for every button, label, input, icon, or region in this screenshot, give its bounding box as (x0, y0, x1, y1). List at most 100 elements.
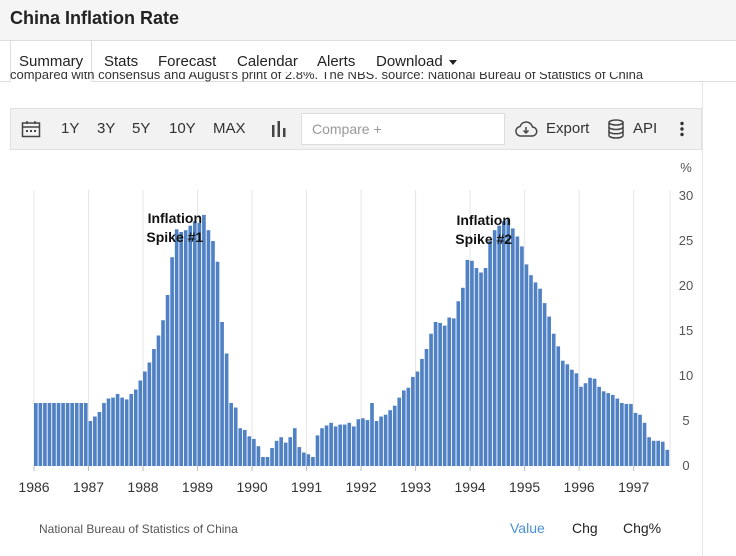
cloud-download-icon[interactable] (514, 109, 538, 149)
bar-39 (211, 241, 215, 466)
bar-90 (442, 325, 447, 466)
api-button[interactable]: API (633, 120, 658, 137)
bar-21 (129, 394, 134, 466)
range-5y[interactable]: 5Y (132, 120, 151, 137)
chart-area: 0 5 10 15 20 25 30 1986 1987 1988 1989 1990 1991 199… (10, 150, 702, 550)
bar-71 (356, 419, 361, 466)
range-10y[interactable]: 10Y (169, 120, 196, 137)
bar-63 (320, 428, 324, 466)
bar-10 (79, 403, 84, 466)
bar-33 (183, 230, 188, 466)
bar-20 (124, 399, 129, 466)
bar-series (34, 214, 670, 466)
bar-126 (606, 393, 611, 466)
bar-47 (247, 436, 252, 466)
database-icon[interactable] (607, 109, 625, 149)
bar-46 (242, 430, 247, 466)
bar-70 (352, 426, 356, 466)
bar-26 (152, 349, 156, 466)
header-bar: China Inflation Rate (0, 0, 736, 40)
bar-3 (47, 403, 52, 466)
bar-124 (597, 386, 601, 466)
annotation-1-line2: Spike #1 (146, 229, 203, 245)
bar-117 (565, 364, 570, 466)
bar-54 (279, 437, 283, 466)
more-vertical-icon[interactable] (679, 109, 685, 149)
bar-120 (579, 386, 583, 466)
bar-105 (511, 228, 515, 466)
chg-tab[interactable]: Chg (572, 520, 598, 536)
x-tick-1987: 1987 (73, 479, 104, 495)
bar-29 (165, 295, 170, 466)
y-tick-5: 5 (682, 413, 689, 428)
bar-44 (233, 407, 238, 466)
bar-127 (610, 394, 615, 466)
bar-114 (551, 333, 556, 466)
range-1y[interactable]: 1Y (61, 120, 80, 137)
value-tab[interactable]: Value (510, 520, 545, 536)
bar-36 (197, 223, 202, 466)
bar-48 (252, 439, 256, 466)
bar-97 (474, 268, 479, 466)
range-max[interactable]: MAX (213, 120, 246, 137)
calendar-icon[interactable] (21, 109, 41, 149)
bar-96 (470, 260, 474, 466)
tab-download[interactable]: Download (376, 41, 457, 82)
bar-15 (102, 403, 106, 466)
x-tick-1991: 1991 (291, 479, 322, 495)
bar-102 (497, 225, 502, 466)
tab-bar: Summary Stats Forecast Calendar Alerts D… (0, 40, 736, 82)
bar-129 (620, 403, 624, 466)
bar-6 (61, 403, 65, 466)
bar-123 (592, 378, 597, 466)
annotations: Inflation Spike #1 Inflation Spike #2 (146, 210, 512, 247)
bar-84 (415, 371, 420, 466)
y-tick-20: 20 (679, 278, 693, 293)
tab-summary[interactable]: Summary (10, 41, 93, 82)
bar-42 (224, 353, 229, 466)
bar-78 (388, 410, 392, 466)
bar-43 (229, 403, 233, 466)
bar-85 (420, 358, 424, 466)
bar-113 (547, 316, 551, 466)
bar-116 (560, 360, 565, 466)
chgpct-tab[interactable]: Chg% (623, 520, 662, 536)
tab-alerts[interactable]: Alerts (317, 53, 356, 70)
bar-chart-icon[interactable] (270, 109, 288, 149)
bar-19 (120, 397, 124, 466)
bar-22 (133, 389, 138, 466)
range-3y[interactable]: 3Y (97, 120, 116, 137)
bar-16 (106, 398, 111, 466)
x-tick-1995: 1995 (509, 479, 540, 495)
bar-119 (574, 373, 579, 466)
bar-104 (506, 219, 511, 466)
bar-56 (288, 437, 293, 466)
bar-73 (365, 420, 370, 466)
bar-88 (433, 322, 438, 466)
bar-103 (501, 221, 506, 466)
bar-23 (138, 380, 143, 466)
bar-122 (588, 377, 592, 466)
chart-toolbar: 1Y 3Y 5Y 10Y MAX Export API (10, 108, 702, 150)
bar-95 (465, 259, 470, 466)
compare-input[interactable] (301, 113, 505, 145)
bar-14 (97, 412, 102, 466)
tab-calendar[interactable]: Calendar (237, 53, 298, 70)
bar-83 (411, 376, 415, 466)
bar-89 (438, 322, 442, 466)
bar-68 (342, 424, 347, 466)
export-button[interactable]: Export (546, 120, 590, 137)
tab-stats[interactable]: Stats (104, 53, 139, 70)
bar-35 (193, 221, 197, 466)
bar-135 (647, 437, 651, 466)
bar-138 (660, 441, 665, 466)
tab-forecast[interactable]: Forecast (158, 53, 217, 70)
bar-66 (333, 426, 338, 466)
bar-27 (156, 335, 161, 466)
source-label: National Bureau of Statistics of China (39, 522, 238, 536)
bar-45 (238, 428, 243, 466)
bar-101 (492, 230, 497, 466)
bar-51 (265, 457, 270, 466)
y-axis-unit: % (680, 160, 692, 175)
bar-8 (70, 403, 74, 466)
